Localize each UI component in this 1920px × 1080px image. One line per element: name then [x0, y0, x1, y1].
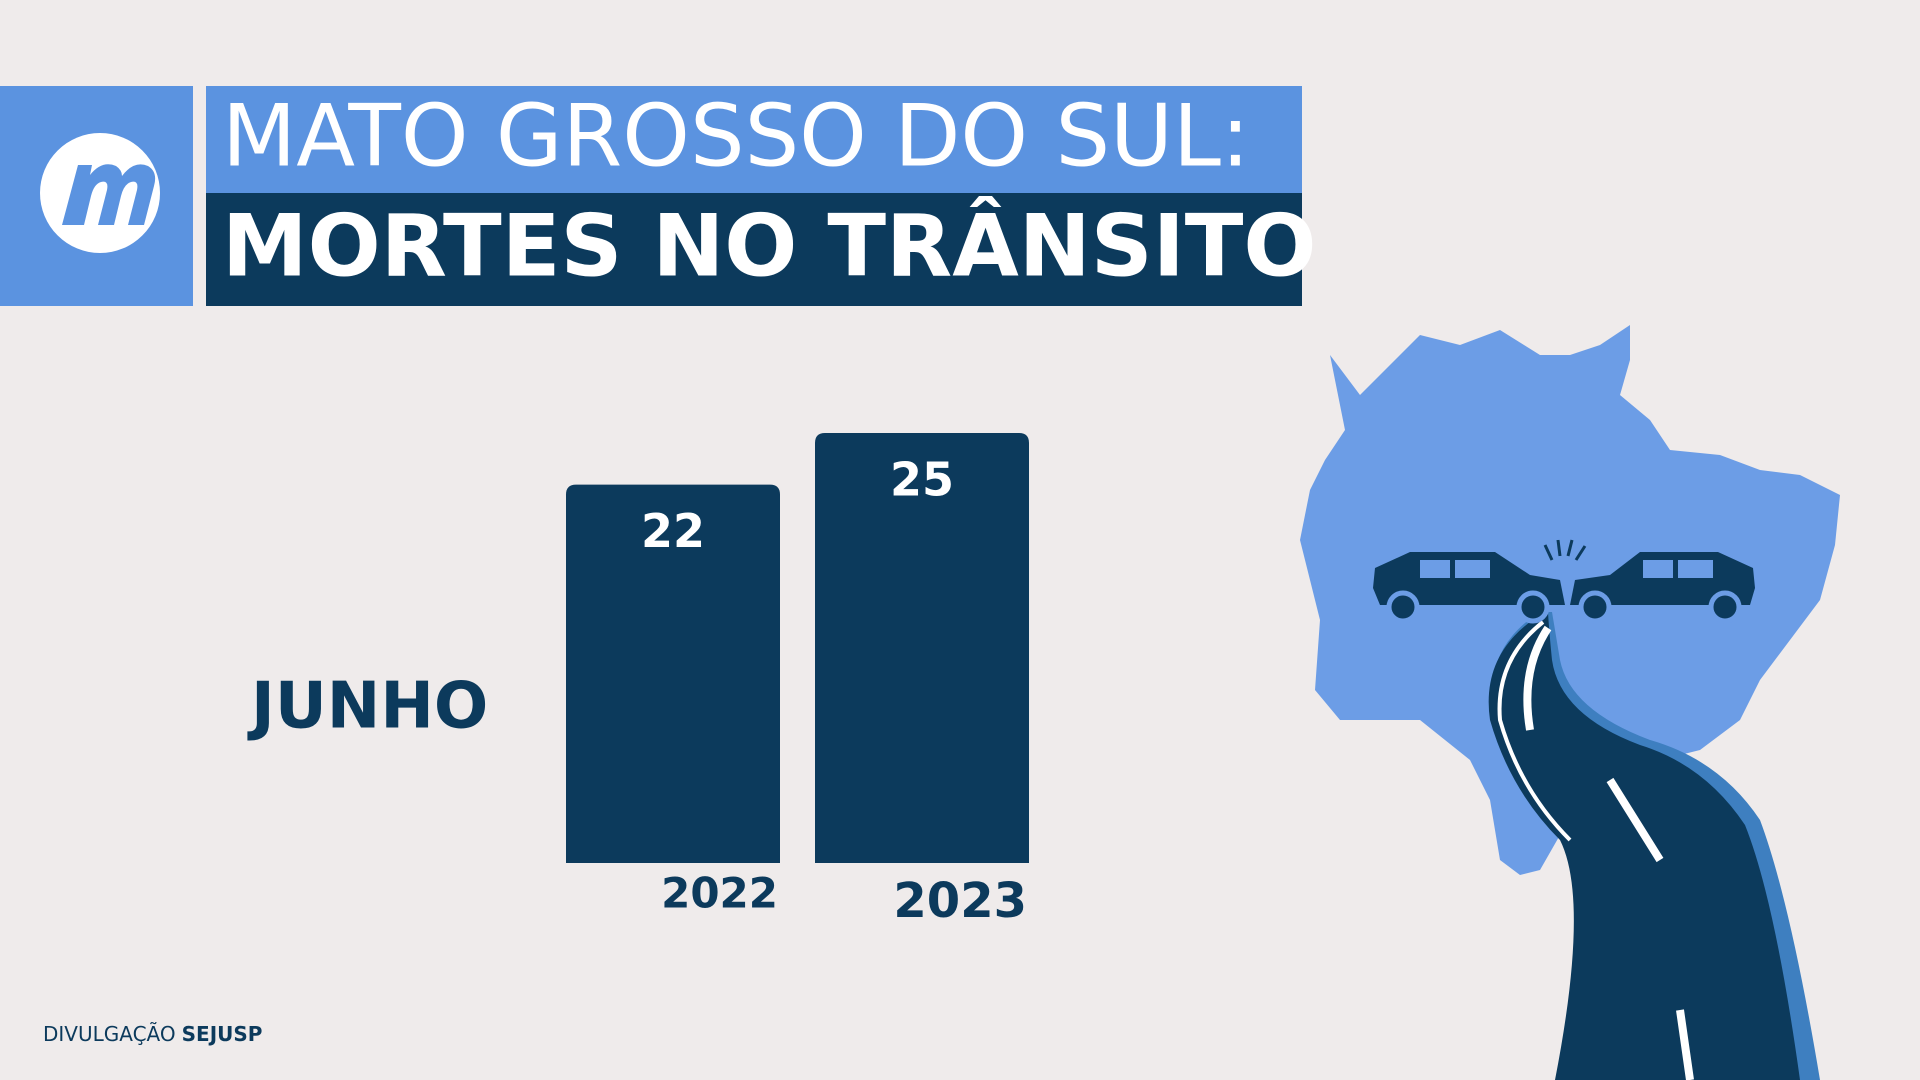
x-tick-label: 2023 [893, 873, 1027, 929]
car-left [1373, 552, 1565, 624]
title-band-light [206, 86, 1302, 193]
value-label: 25 [890, 453, 954, 507]
road [1488, 612, 1800, 1080]
car-right [1570, 552, 1755, 624]
title-line: MATO GROSSO DO SUL: [222, 86, 1250, 186]
x-tick-label: 2022 [661, 869, 778, 918]
series-label: JUNHO [247, 670, 488, 744]
bar [815, 433, 1029, 863]
title-line: MORTES NO TRÂNSITO [222, 196, 1316, 296]
road-line [1497, 620, 1572, 842]
road-dash [1523, 625, 1694, 1080]
crash-spark [1543, 539, 1587, 561]
title-band-dark [206, 193, 1302, 306]
credit: DIVULGAÇÃO SEJUSP [43, 1022, 262, 1046]
value-label: 22 [641, 504, 705, 558]
bar [566, 484, 780, 863]
credit-source: SEJUSP [182, 1022, 263, 1046]
credit-label: DIVULGAÇÃO [43, 1022, 176, 1046]
logo-m [62, 164, 156, 225]
state-map [1300, 325, 1840, 875]
map-illustration [1300, 325, 1840, 1080]
bar-chart: 22 2022 25 2023 [566, 433, 1029, 929]
